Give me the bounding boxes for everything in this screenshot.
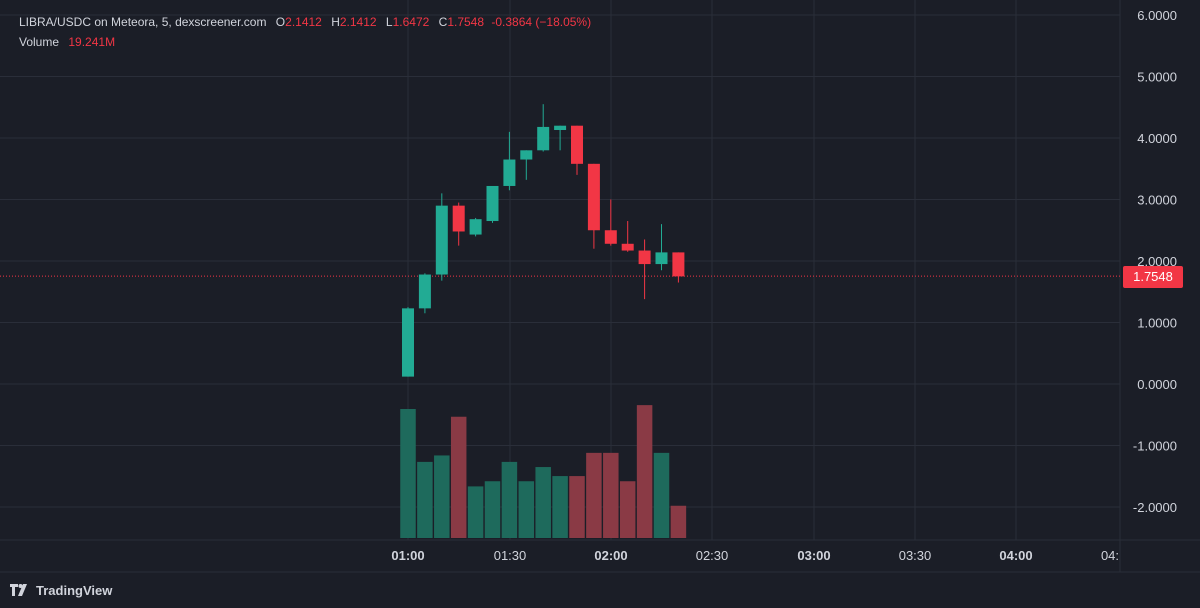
volume-bar [467, 486, 484, 538]
current-price-tag: 1.7548 [1123, 266, 1183, 288]
price-tick-label: 5.0000 [1137, 70, 1177, 85]
price-axis: 6.0000 5.0000 4.0000 3.0000 2.0000 1.0000 0.00… [1133, 8, 1177, 515]
volume-label: Volume [19, 35, 60, 49]
volume-bar [603, 452, 619, 538]
candle [435, 193, 448, 281]
candle-body [435, 205, 448, 275]
volume-bar [653, 452, 670, 538]
tradingview-brand: TradingView [36, 582, 113, 598]
candle [655, 224, 668, 271]
candle [587, 163, 600, 249]
candle-body [571, 125, 583, 164]
time-tick-label: 04: [1101, 548, 1119, 563]
candle-body [537, 126, 550, 151]
legend-row-volume: Volume 19.241M [19, 32, 591, 52]
candle [452, 202, 465, 246]
price-tick-label: 4.0000 [1137, 131, 1177, 146]
price-tick-label: 3.0000 [1137, 193, 1177, 208]
candle [486, 185, 499, 223]
volume-bar [417, 461, 433, 538]
candle [604, 199, 617, 246]
candle-body [587, 163, 600, 231]
time-tick-label: 01:30 [494, 548, 527, 563]
price-tick-label: -1.0000 [1133, 439, 1177, 454]
symbol-title: LIBRA/USDC on Meteora, 5, dexscreener.co… [19, 15, 267, 29]
price-tick-label: 0.0000 [1137, 377, 1177, 392]
candle-body [520, 150, 533, 160]
candle-body [418, 274, 431, 309]
price-tick-label: 2.0000 [1137, 254, 1177, 269]
price-tick-label: 6.0000 [1137, 8, 1177, 23]
candle [503, 131, 516, 191]
candle-body [638, 250, 651, 265]
candle [638, 239, 651, 300]
volume-bar [501, 461, 518, 538]
volume-bars [400, 405, 687, 538]
candle-body [604, 230, 617, 244]
volume-bar [400, 409, 416, 538]
volume-bar [619, 481, 636, 538]
candle [621, 221, 634, 252]
candle-body [469, 219, 482, 235]
candle [520, 150, 533, 180]
volume-bar [569, 476, 585, 538]
volume-bar [535, 467, 551, 538]
volume-bar [518, 481, 535, 538]
tradingview-logo-icon [10, 584, 27, 596]
candle [554, 125, 567, 151]
candle-body [655, 252, 668, 265]
change-value: -0.3864 (−18.05%) [491, 15, 592, 29]
candle [537, 104, 550, 152]
time-tick-label: 02:00 [594, 548, 627, 563]
volume-bar [586, 452, 602, 538]
close-key: C [438, 15, 448, 29]
close-value: 1.7548 [447, 15, 485, 29]
candle-body [621, 243, 634, 251]
volume-value: 19.241M [68, 35, 116, 49]
footer-branding[interactable]: TradingView [10, 580, 112, 600]
chart-grid [0, 0, 1200, 573]
open-key: O [275, 15, 286, 29]
time-tick-label: 03:30 [899, 548, 932, 563]
candle-body [503, 159, 516, 186]
time-tick-label: 01:00 [391, 548, 424, 563]
low-key: L [385, 15, 393, 29]
volume-bar [484, 481, 501, 538]
candle [469, 217, 482, 237]
candle-body [452, 205, 465, 232]
candle-body [554, 125, 567, 131]
open-value: 2.1412 [285, 15, 322, 29]
candle [672, 252, 685, 283]
high-key: H [331, 15, 340, 29]
chart-legend: LIBRA/USDC on Meteora, 5, dexscreener.co… [19, 12, 591, 52]
candle-body [486, 185, 499, 222]
volume-bar [434, 455, 450, 538]
volume-bar [450, 416, 467, 538]
candle [418, 273, 431, 314]
price-tick-label: 1.0000 [1137, 316, 1177, 331]
candle-body [672, 252, 685, 277]
candle [402, 307, 414, 377]
time-tick-label: 02:30 [696, 548, 729, 563]
volume-bar [670, 505, 687, 538]
volume-bar [636, 405, 653, 538]
time-tick-label: 04:00 [999, 548, 1032, 563]
candle-body [402, 308, 414, 377]
price-tick-label: -2.0000 [1133, 500, 1177, 515]
high-value: 2.1412 [339, 15, 377, 29]
candlesticks [402, 104, 685, 377]
candle [571, 125, 583, 175]
low-value: 1.6472 [392, 15, 430, 29]
volume-bar [552, 476, 568, 538]
legend-row-ohlc: LIBRA/USDC on Meteora, 5, dexscreener.co… [19, 12, 591, 32]
time-tick-label: 03:00 [797, 548, 830, 563]
time-axis: 01:00 01:30 02:00 02:30 03:00 03:30 04:00 04: [391, 548, 1119, 563]
